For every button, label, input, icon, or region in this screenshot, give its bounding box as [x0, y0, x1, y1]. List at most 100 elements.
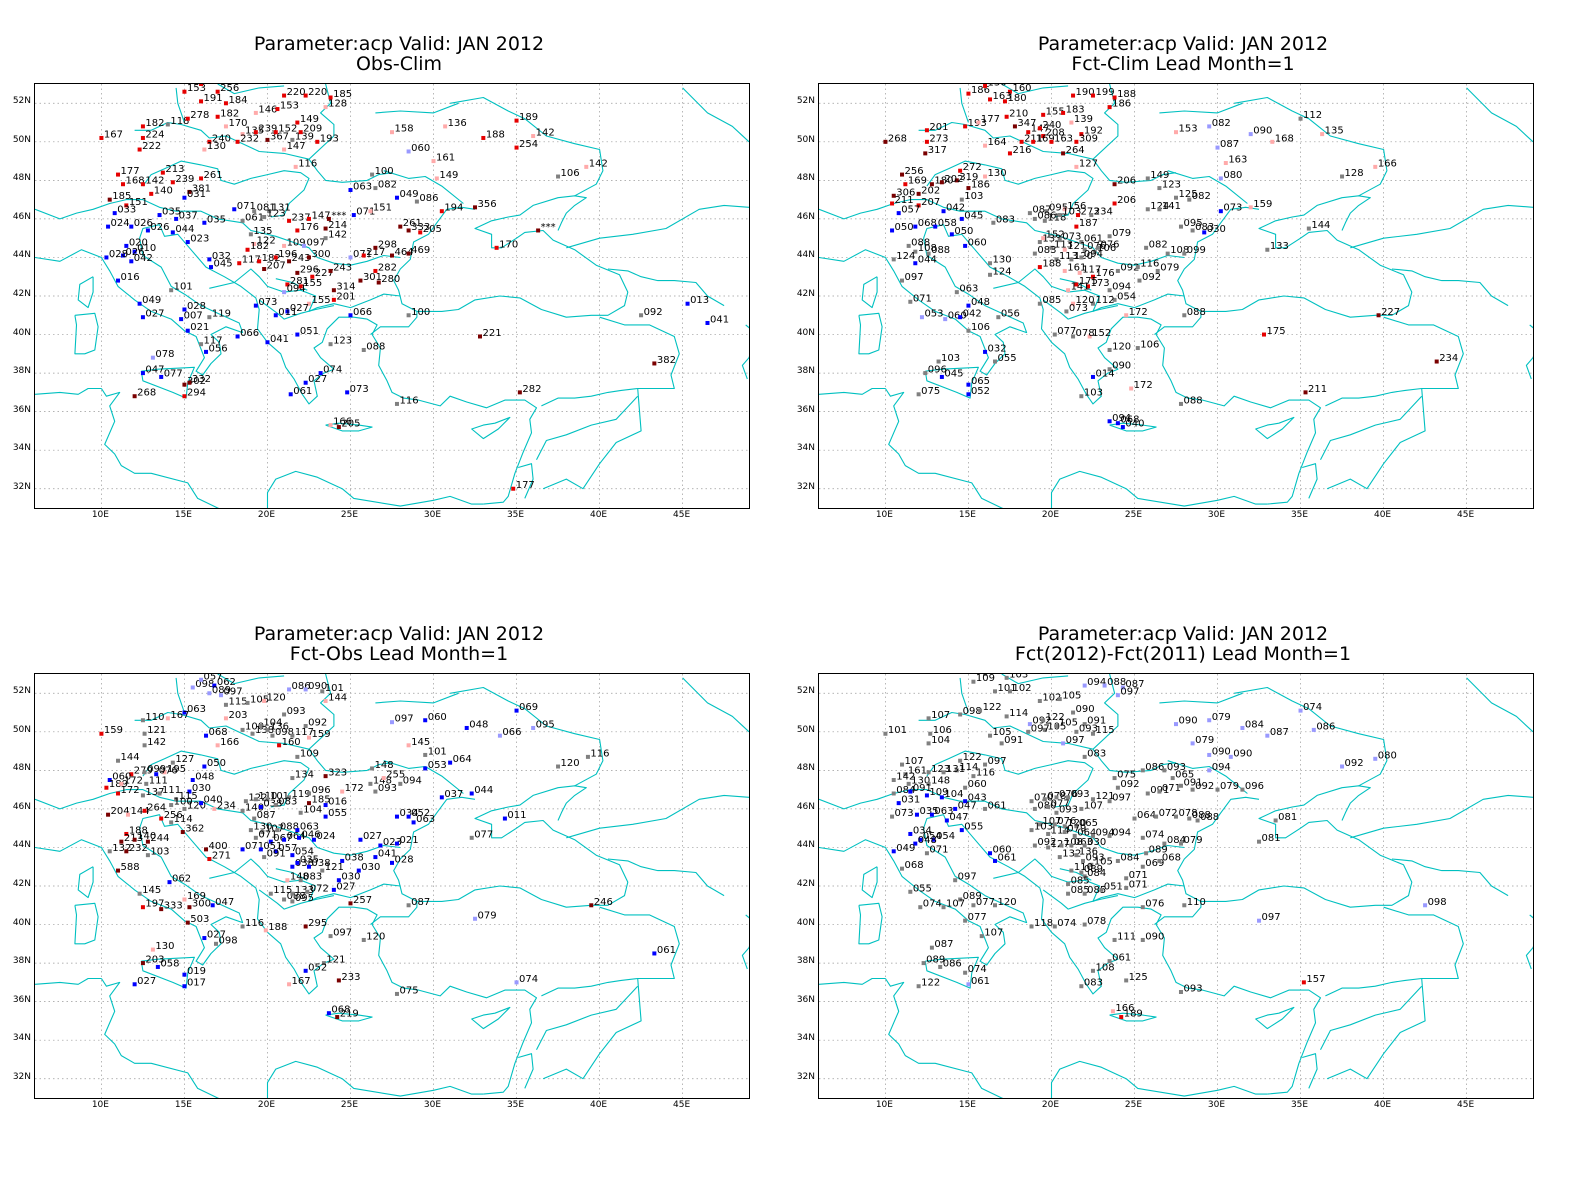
x-tick-label: 40E	[589, 1100, 608, 1110]
y-tick-label: 32N	[796, 481, 815, 492]
station-marker	[218, 693, 223, 698]
station: 104	[258, 718, 282, 729]
station: 045	[209, 259, 233, 270]
station: 211	[1019, 133, 1043, 144]
station-value-label: 027	[137, 976, 156, 987]
station: 095	[1044, 203, 1068, 214]
station: 163	[1049, 133, 1073, 144]
station-marker	[1062, 824, 1067, 829]
station-value-label: 092	[1120, 262, 1139, 273]
station-value-label: 167	[104, 129, 123, 140]
station: 021	[185, 322, 209, 333]
station: 170	[494, 239, 518, 250]
station: 120	[262, 692, 286, 703]
station-marker	[943, 317, 948, 322]
x-tick-label: 25E	[340, 510, 359, 520]
station: 083	[1190, 222, 1214, 233]
station-marker	[1187, 197, 1192, 202]
station: 220	[282, 87, 306, 98]
station: 191	[199, 93, 223, 104]
station: 046	[297, 829, 321, 840]
station-value-label: 141	[1071, 282, 1090, 293]
station-marker	[328, 423, 333, 428]
coastlines	[35, 84, 749, 508]
station: 094	[1107, 282, 1131, 293]
station-marker	[1112, 95, 1117, 100]
station: 177	[116, 166, 140, 177]
station-value-label: 094	[1112, 413, 1131, 424]
station-value-label: 123	[267, 208, 286, 219]
station-marker	[182, 710, 187, 715]
station-marker	[240, 924, 245, 929]
station: 088	[906, 237, 930, 248]
station-marker	[1069, 257, 1074, 262]
station-marker	[993, 689, 998, 694]
station-marker	[132, 982, 137, 987]
station-value-label: 224	[145, 129, 164, 140]
station: 234	[212, 800, 236, 811]
station-value-label: 034	[399, 808, 418, 819]
station-marker	[1301, 980, 1306, 985]
station-value-label: 136	[1079, 847, 1098, 858]
station: 049	[891, 843, 915, 854]
coastline	[1325, 906, 1464, 997]
station-marker	[303, 380, 308, 385]
station-marker	[1052, 822, 1057, 827]
station-marker	[119, 781, 124, 786]
station: 163	[1223, 155, 1247, 166]
station-marker	[906, 243, 911, 248]
station-marker	[336, 425, 341, 430]
station: 123	[328, 336, 352, 347]
station-marker	[963, 918, 968, 923]
station-value-label: 184	[228, 95, 247, 106]
station-marker	[1069, 868, 1074, 873]
station-value-label: 086	[419, 193, 438, 204]
station: 362	[180, 824, 204, 835]
station: 121	[1062, 241, 1086, 252]
station-value-label: 081	[1278, 812, 1297, 823]
panel-subtitle: Fct(2012)-Fct(2011) Lead Month=1	[1014, 643, 1352, 665]
station: 166	[1373, 158, 1397, 169]
station: 079	[1190, 735, 1214, 746]
x-tick-label: 20E	[1041, 1100, 1060, 1110]
coastline	[1320, 395, 1423, 461]
station-marker	[963, 799, 968, 804]
station-marker	[916, 203, 921, 208]
station-marker	[145, 853, 150, 858]
station-marker	[1044, 209, 1049, 214]
station-marker	[107, 849, 112, 854]
station: 030	[1082, 837, 1106, 848]
station-value-label: 073	[350, 384, 369, 395]
station-value-label: 077	[1051, 798, 1070, 809]
coastline	[607, 268, 725, 307]
station-value-label: 130	[988, 84, 1007, 88]
station: 103	[936, 353, 960, 364]
station-marker	[1162, 841, 1167, 846]
station-value-label: 098	[963, 706, 982, 717]
station-marker	[248, 232, 253, 237]
station-marker	[1061, 110, 1066, 115]
station: 103	[1057, 207, 1081, 218]
station-marker	[257, 259, 262, 264]
coastline	[1159, 692, 1243, 704]
station-value-label: 239	[258, 124, 277, 135]
station-value-label: 053	[428, 760, 447, 771]
station-value-label: 186	[971, 180, 990, 191]
station-marker	[240, 808, 245, 813]
station-value-label: 149	[300, 114, 319, 125]
station-value-label: 077	[968, 912, 987, 923]
station: 063	[348, 182, 372, 193]
station-value-label: 095	[295, 893, 314, 904]
station: 314	[331, 282, 355, 293]
station-value-label: 116	[298, 158, 317, 169]
station-value-label: 149	[439, 170, 458, 181]
station-marker	[318, 371, 323, 376]
station-marker	[531, 725, 536, 730]
station-marker	[978, 708, 983, 713]
station-marker	[414, 199, 419, 204]
station-marker	[182, 382, 187, 387]
station-value-label: 175	[1267, 326, 1286, 337]
station: 024	[311, 831, 336, 842]
station: 120	[1062, 818, 1086, 829]
station-value-label: 122	[983, 702, 1002, 713]
